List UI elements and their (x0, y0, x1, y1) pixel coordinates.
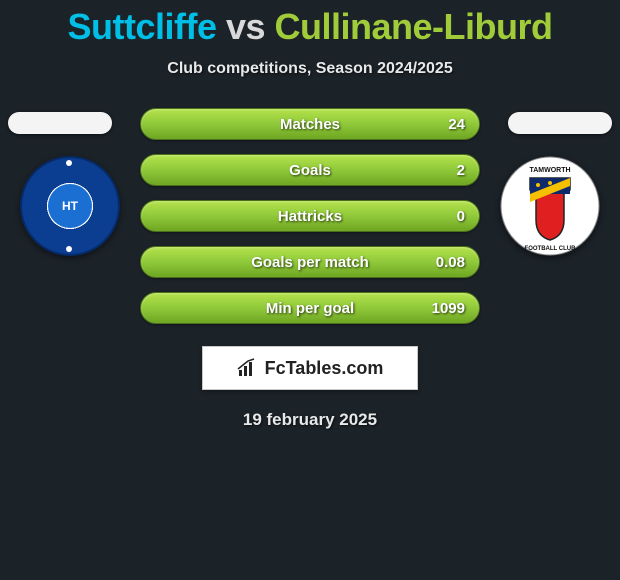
stat-value: 0 (457, 208, 465, 225)
title-player-right: Cullinane-Liburd (275, 6, 553, 47)
stat-value: 2 (457, 162, 465, 179)
stat-value: 24 (448, 116, 465, 133)
title-vs: vs (216, 6, 274, 47)
chart-icon (237, 358, 259, 378)
stat-bar: Hattricks 0 (140, 200, 480, 232)
player-right-pill (508, 112, 612, 134)
stat-bar: Matches 24 (140, 108, 480, 140)
stat-value: 1099 (432, 300, 465, 317)
team-badge-right: TAMWORTH FOOTBALL CLUB (500, 156, 600, 256)
stat-bar: Goals 2 (140, 154, 480, 186)
stat-bar: Goals per match 0.08 (140, 246, 480, 278)
date-text: 19 february 2025 (0, 410, 620, 430)
brand-box[interactable]: FcTables.com (202, 346, 418, 390)
stat-value: 0.08 (436, 254, 465, 271)
svg-text:FOOTBALL CLUB: FOOTBALL CLUB (525, 246, 577, 252)
stat-label: Hattricks (141, 208, 479, 225)
stat-bars: Matches 24 Goals 2 Hattricks 0 Goals per… (140, 108, 480, 324)
stat-label: Matches (141, 116, 479, 133)
player-left-pill (8, 112, 112, 134)
title-player-left: Suttcliffe (67, 6, 216, 47)
stat-bar: Min per goal 1099 (140, 292, 480, 324)
stat-label: Goals (141, 162, 479, 179)
comparison-panel: HT TAMWORTH FOOTBALL CLUB Matches 24 Goa… (0, 108, 620, 324)
brand-name: FcTables.com (265, 358, 384, 379)
team-badge-left: HT (20, 156, 120, 256)
stat-label: Goals per match (141, 254, 479, 271)
page-title: Suttcliffe vs Cullinane-Liburd (0, 0, 620, 48)
subtitle: Club competitions, Season 2024/2025 (0, 60, 620, 78)
stat-label: Min per goal (141, 300, 479, 317)
svg-text:TAMWORTH: TAMWORTH (529, 167, 570, 174)
team-badge-left-text: HT (48, 184, 92, 228)
